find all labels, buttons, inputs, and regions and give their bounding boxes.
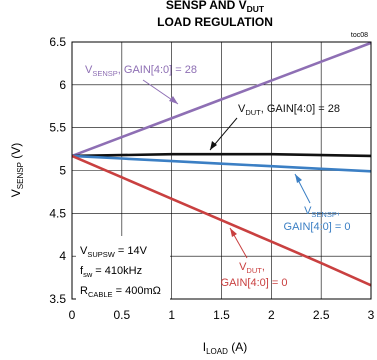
ylabel-main: V <box>9 189 23 197</box>
title-part-sub: DUT <box>247 4 265 14</box>
annotation-vdut-0-line1: VDUT, <box>239 261 265 275</box>
y-tick-label: 6 <box>59 78 66 92</box>
annotation-vdut-0-line2: GAIN[4:0] = 0 <box>221 277 288 289</box>
condition-rcable: RCABLE = 400mΩ <box>80 285 161 299</box>
annotation-vdut-28-arrowhead <box>210 141 217 150</box>
figure-tag: toc08 <box>351 32 368 39</box>
chart-title-line1: SENSP AND VDUT <box>166 0 265 14</box>
x-axis-label: ILOAD (A) <box>203 340 247 356</box>
series-line-vdut-0 <box>71 154 372 287</box>
annotation-vdut-28: VDUT, GAIN[4:0] = 28 <box>209 103 340 151</box>
plot-frame <box>71 41 372 300</box>
y-tick-label: 6.5 <box>49 35 66 49</box>
annotation-vsensp-28-arrowhead <box>169 96 178 104</box>
annotation-vdut-0-arrowhead <box>230 228 237 237</box>
x-tick-label: 0.5 <box>113 308 130 322</box>
y-tick-label: 3.5 <box>49 292 66 306</box>
ylabel-sub: SENSP <box>16 162 25 189</box>
y-tick-labels: 3.5 4 4.5 5 5.5 6 6.5 <box>49 35 66 306</box>
ylabel-unit: (V) <box>9 143 23 162</box>
chart-title-line2: LOAD REGULATION <box>157 15 273 29</box>
annotation-vsensp-0: VSENSP, GAIN[4:0] = 0 <box>284 173 351 233</box>
xlabel-sub: LOAD <box>206 347 228 356</box>
x-tick-label: 2.5 <box>313 308 330 322</box>
xlabel-unit: (A) <box>228 340 247 354</box>
y-tick-label: 5.5 <box>49 121 66 135</box>
x-tick-label: 2 <box>268 308 275 322</box>
title-part-main: SENSP AND V <box>166 0 247 12</box>
annotation-vsensp-0-arrowhead <box>295 174 302 183</box>
series-layer <box>71 41 372 287</box>
x-tick-label: 3 <box>368 308 375 322</box>
annotation-vsensp-0-line1: VSENSP, <box>304 205 340 219</box>
test-conditions: VSUPSW = 14V fsw = 410kHz RCABLE = 400mΩ <box>76 236 170 300</box>
annotation-vsensp-0-line2: GAIN[4:0] = 0 <box>284 221 351 233</box>
condition-fsw: fsw = 410kHz <box>80 265 142 279</box>
x-tick-label: 1 <box>168 308 175 322</box>
x-tick-label: 0 <box>69 308 76 322</box>
series-line-vdut-28 <box>71 152 372 158</box>
y-tick-label: 5 <box>59 164 66 178</box>
xlabel-main: I <box>203 340 206 354</box>
annotation-vsensp-28-text: VSENSP, GAIN[4:0] = 28 <box>85 64 197 78</box>
annotation-vdut-28-text: VDUT, GAIN[4:0] = 28 <box>238 103 340 117</box>
x-tick-labels: 0 0.5 1 1.5 2 2.5 3 <box>69 308 375 322</box>
series-line-vsensp-28 <box>71 41 372 158</box>
series-line-vsensp-0 <box>71 154 372 173</box>
conditions-background <box>76 236 170 300</box>
y-tick-label: 4.5 <box>49 206 66 220</box>
y-tick-label: 4 <box>59 249 66 263</box>
y-axis-label: VSENSP (V) <box>9 143 25 197</box>
annotation-vdut-0: VDUT, GAIN[4:0] = 0 <box>221 227 288 289</box>
condition-vsupsw: VSUPSW = 14V <box>80 245 148 259</box>
annotation-vsensp-28: VSENSP, GAIN[4:0] = 28 <box>85 64 197 105</box>
x-tick-label: 1.5 <box>213 308 230 322</box>
